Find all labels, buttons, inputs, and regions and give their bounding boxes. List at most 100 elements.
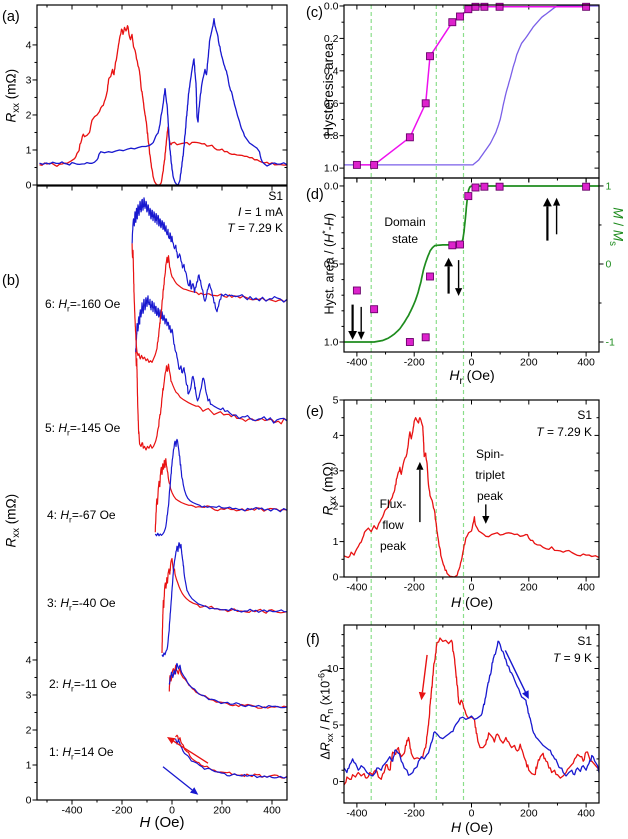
sample-id: S1 [268, 189, 283, 203]
x-axis-label-b: H (Oe) [139, 814, 185, 831]
svg-text:0.4: 0.4 [324, 65, 339, 77]
series-f-blue-increasing [343, 640, 600, 777]
spin-triplet-peak-annotation: Spin-triplet peak [475, 447, 505, 503]
panel-d: -400 -200 0 200 400 0.0 0.5 1.0 1 0 -1 [324, 177, 615, 369]
svg-text:4: 4 [26, 39, 32, 51]
series-b5-blue [135, 295, 288, 424]
svg-text:1: 1 [26, 759, 32, 771]
svg-text:2: 2 [26, 724, 32, 736]
svg-text:200: 200 [213, 805, 231, 817]
guide-lines [370, 5, 465, 803]
data-point-square [352, 286, 361, 295]
svg-text:1: 1 [606, 180, 612, 192]
curve-label-3: 3: Hr=-40 Oe [47, 596, 116, 613]
svg-text:0: 0 [333, 572, 339, 584]
svg-text:0.2: 0.2 [324, 33, 339, 45]
series-c-violet-model [344, 5, 599, 166]
data-point-square [426, 52, 434, 61]
data-point-square [480, 182, 489, 191]
svg-text:5: 5 [333, 720, 339, 732]
y-axis-label-c: Hysteresis area [321, 42, 337, 137]
svg-text:10: 10 [327, 663, 339, 675]
data-point-square [480, 2, 489, 11]
panel-c: 0.0 0.2 0.4 0.6 0.8 1.0 [324, 0, 600, 183]
panel-tag-d: (d) [306, 187, 324, 203]
arrow-annotation [455, 260, 463, 296]
data-point-square [421, 333, 430, 342]
data-point-square [421, 99, 430, 108]
data-point-square [582, 2, 591, 11]
series-e-red-decreasing [343, 417, 600, 578]
arrow-annotation [444, 257, 453, 294]
temperature-value: T = 9 K [552, 651, 592, 665]
svg-text:1.0: 1.0 [324, 163, 339, 175]
data-point-square [471, 183, 480, 192]
svg-text:0: 0 [26, 180, 32, 192]
svg-text:0.8: 0.8 [324, 130, 339, 142]
svg-text:-1: -1 [606, 337, 615, 349]
panel-border [36, 185, 288, 801]
marker-line [356, 6, 587, 166]
axis-ticks [32, 186, 287, 805]
tick-labels: -400 -200 0 200 400 0 1 2 3 4 [26, 654, 281, 816]
svg-text:400: 400 [263, 805, 281, 817]
svg-text:-200: -200 [404, 582, 425, 594]
svg-text:3: 3 [26, 74, 32, 86]
series-b4-blue [154, 438, 288, 537]
series-b5-red [135, 348, 288, 451]
data-point-square [464, 192, 473, 201]
sample-id: S1 [577, 634, 592, 648]
svg-text:4: 4 [333, 430, 339, 442]
panel-border [343, 4, 600, 179]
svg-text:2: 2 [26, 109, 32, 121]
y-axis-label-b: Rxx (mΩ) [3, 493, 23, 548]
svg-text:-400: -400 [346, 808, 367, 820]
arrow-annotation [482, 504, 490, 524]
series-b2-red [168, 664, 288, 709]
data-point-square [352, 160, 361, 169]
svg-text:-400: -400 [346, 582, 367, 594]
y-axis-label-d-right: M / Ms [606, 207, 626, 246]
svg-text:1: 1 [333, 536, 339, 548]
series-b1-red [175, 734, 288, 779]
svg-text:0: 0 [333, 776, 339, 788]
arrow-annotation [357, 306, 365, 340]
series-b4-red [154, 458, 288, 533]
tick-labels: -400 -200 0 200 400 0 5 10 [327, 663, 595, 819]
data-point-square [448, 18, 457, 27]
arrow-annotation [416, 461, 424, 523]
x-axis-label-d: Hr (Oe) [449, 367, 495, 387]
sample-info-e: S1 T = 7.29 K [482, 407, 592, 441]
flux-flow-peak-annotation: Flux-flow peak [379, 497, 407, 553]
svg-text:200: 200 [520, 808, 538, 820]
y-axis-label-a: Rxx (mΩ) [3, 68, 23, 123]
temperature-value: T = 7.29 K [227, 221, 283, 235]
svg-text:3: 3 [333, 465, 339, 477]
panel-tag-c: (c) [306, 5, 323, 21]
x-axis-label-e: H (Oe) [450, 594, 493, 610]
svg-text:-200: -200 [111, 805, 132, 817]
data-point-square [456, 12, 464, 21]
curve-label-6: 6: Hr=-160 Oe [45, 297, 121, 314]
svg-text:0: 0 [469, 582, 475, 594]
svg-text:0: 0 [26, 795, 32, 807]
series-d-green-magnetization [344, 185, 599, 343]
data-point-square [405, 133, 414, 142]
svg-text:0: 0 [606, 258, 612, 270]
data-point-square [464, 5, 473, 14]
arrow-annotation [543, 197, 552, 241]
panel-tag-a: (a) [2, 9, 20, 25]
series-a-red-decreasing [39, 25, 288, 186]
svg-text:0.0: 0.0 [324, 0, 339, 12]
panel-border [343, 177, 600, 353]
svg-text:0: 0 [469, 808, 475, 820]
series-b3-blue [161, 542, 288, 658]
sample-info-b: S1 I = 1 mA T = 7.29 K [163, 188, 283, 236]
svg-text:400: 400 [577, 357, 595, 369]
current-value: I = 1 mA [237, 205, 283, 219]
panel-border [343, 399, 600, 578]
svg-text:1.0: 1.0 [324, 337, 339, 349]
arrow-annotation [418, 654, 428, 701]
arrow-annotation [162, 766, 199, 795]
svg-text:3: 3 [26, 689, 32, 701]
